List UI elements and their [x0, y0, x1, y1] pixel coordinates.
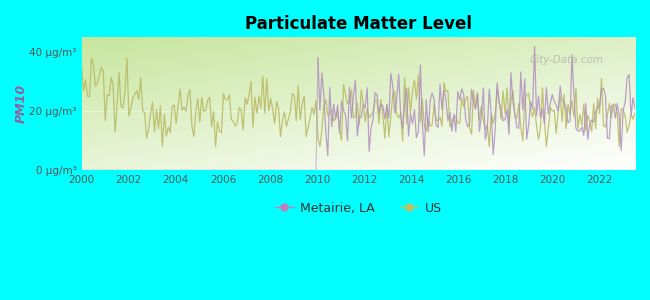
Text: City-Data.com: City-Data.com [530, 55, 604, 65]
Y-axis label: PM10: PM10 [15, 84, 28, 123]
Legend: Metairie, LA, US: Metairie, LA, US [270, 197, 447, 220]
Title: Particulate Matter Level: Particulate Matter Level [245, 15, 472, 33]
